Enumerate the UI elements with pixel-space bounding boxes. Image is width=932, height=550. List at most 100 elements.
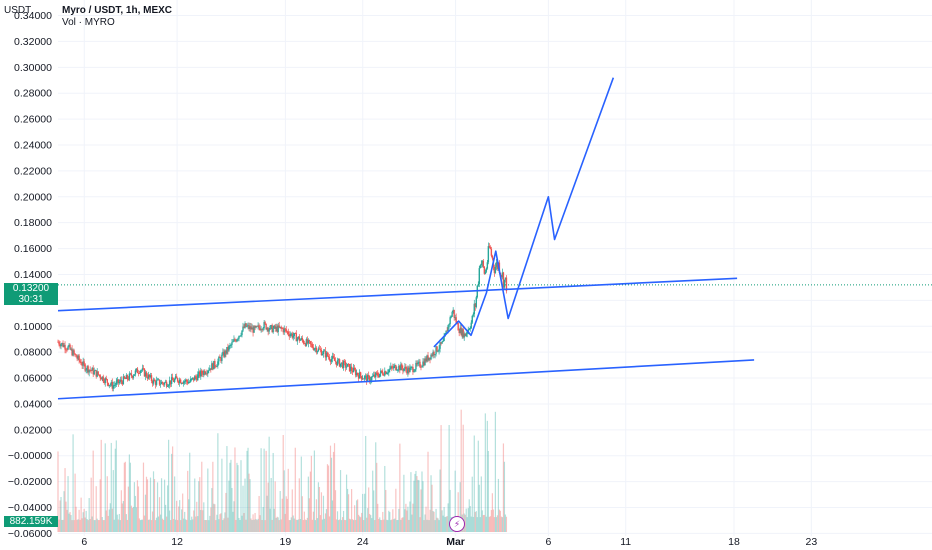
candle-body [207,370,209,374]
candle-body [75,354,77,358]
candle-body [137,373,140,374]
volume-bar [285,496,287,532]
volume-bar [150,520,153,532]
candle-body [176,378,179,382]
volume-bar [212,461,214,532]
candle-body [373,374,375,377]
volume-bar [116,514,118,532]
volume-bar [361,512,363,532]
volume-bar [94,520,96,532]
volume-bar [483,514,485,532]
candle-body [182,381,185,384]
candle-body [305,339,308,346]
candle-body [123,376,126,379]
lightning-icon[interactable]: ⚡ [449,516,465,532]
volume-bar [190,520,192,532]
candle-body [138,373,141,374]
volume-bar [181,509,183,532]
volume-bar [62,519,64,532]
volume-bar [484,413,486,532]
volume-bar [128,454,130,532]
volume-bar [401,517,403,532]
volume-bar [412,503,414,532]
candle-body [457,323,459,331]
candle-body [356,372,359,376]
volume-bar [170,520,172,532]
volume-bar [363,520,365,532]
candle-body [357,375,360,379]
volume-bar [96,518,98,532]
candle-body [378,375,380,378]
volume-bar [373,490,375,532]
candle-body [233,339,235,342]
candle-body [417,362,419,365]
volume-bar [209,515,211,532]
volume-bar [268,436,270,532]
candle-body [234,339,236,341]
volume-bar [272,452,274,532]
candle-body [113,385,116,386]
volume-bar [426,519,428,532]
candle-body [209,368,211,371]
volume-bar [470,516,472,532]
volume-bar [87,520,89,532]
candle-body [104,378,106,384]
projection-path [433,77,615,348]
volume-bar [204,520,206,532]
volume-bar [389,512,391,532]
volume-bar [321,519,324,532]
candle-body [177,381,180,384]
volume-bar [374,520,376,532]
volume-bar [233,501,235,532]
candle-body [494,266,497,274]
volume-bar [293,518,295,532]
candle-body [360,376,363,380]
candle-body [287,331,289,335]
candle-body [438,348,440,351]
candle-body [127,379,130,380]
volume-bar [169,510,171,532]
y-tick-label: 0.18000 [14,217,52,229]
candle-body [414,369,416,372]
volume-bar [342,510,345,532]
candle-body [371,376,373,381]
volume-bar [130,505,133,532]
candle-body [180,383,183,384]
volume-bar [438,520,440,532]
volume-bar [269,508,271,532]
volume-bar [340,520,343,532]
volume-bar [108,509,110,532]
candle-body [428,357,430,361]
candle-body [189,381,191,383]
candle-body [358,372,361,379]
candle-body [437,350,439,352]
candle-body [409,367,411,373]
candle-body [302,340,305,344]
candle-body [484,271,487,274]
candle-body [142,368,145,370]
volume-bar [428,520,430,532]
volume-bar [313,450,315,532]
x-tick-label: 6 [545,536,551,548]
candle-body [346,363,349,367]
candle-body [352,367,355,373]
candle-body [501,272,504,278]
candle-body [453,309,455,318]
candle-body [359,372,362,377]
candle-body [489,247,492,249]
volume-bar [498,509,501,532]
volume-bar [253,519,255,532]
volume-bar [398,508,400,532]
candle-body [230,344,232,346]
candle-body [183,381,186,383]
candle-body [486,262,489,269]
candle-body [246,325,248,327]
volume-bar [122,501,124,532]
candle-body [364,375,367,377]
volume-bar [317,482,320,532]
volume-bar [267,482,269,532]
candle-body [353,367,356,370]
volume-bar [129,462,131,532]
candle-body [97,371,99,375]
